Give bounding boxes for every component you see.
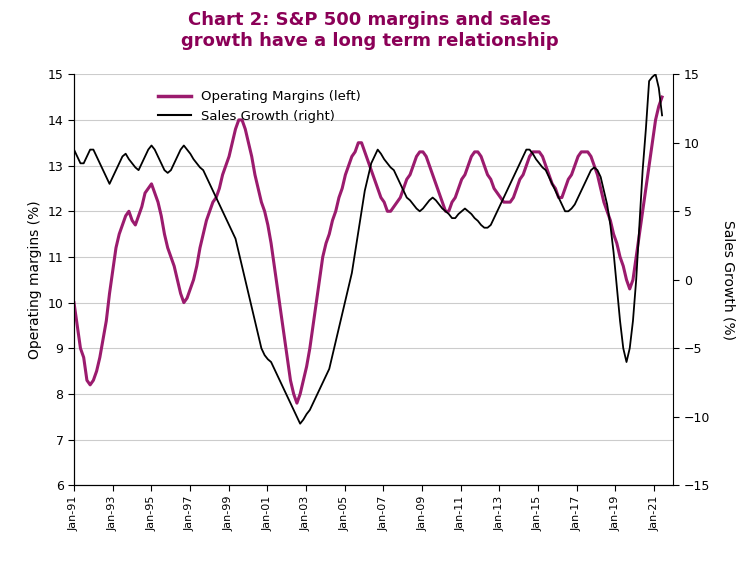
Legend: Operating Margins (left), Sales Growth (right): Operating Margins (left), Sales Growth (… [152, 85, 366, 128]
Y-axis label: Operating margins (%): Operating margins (%) [28, 200, 42, 359]
Y-axis label: Sales Growth (%): Sales Growth (%) [722, 220, 736, 340]
Text: Chart 2: S&P 500 margins and sales
growth have a long term relationship: Chart 2: S&P 500 margins and sales growt… [181, 11, 559, 50]
